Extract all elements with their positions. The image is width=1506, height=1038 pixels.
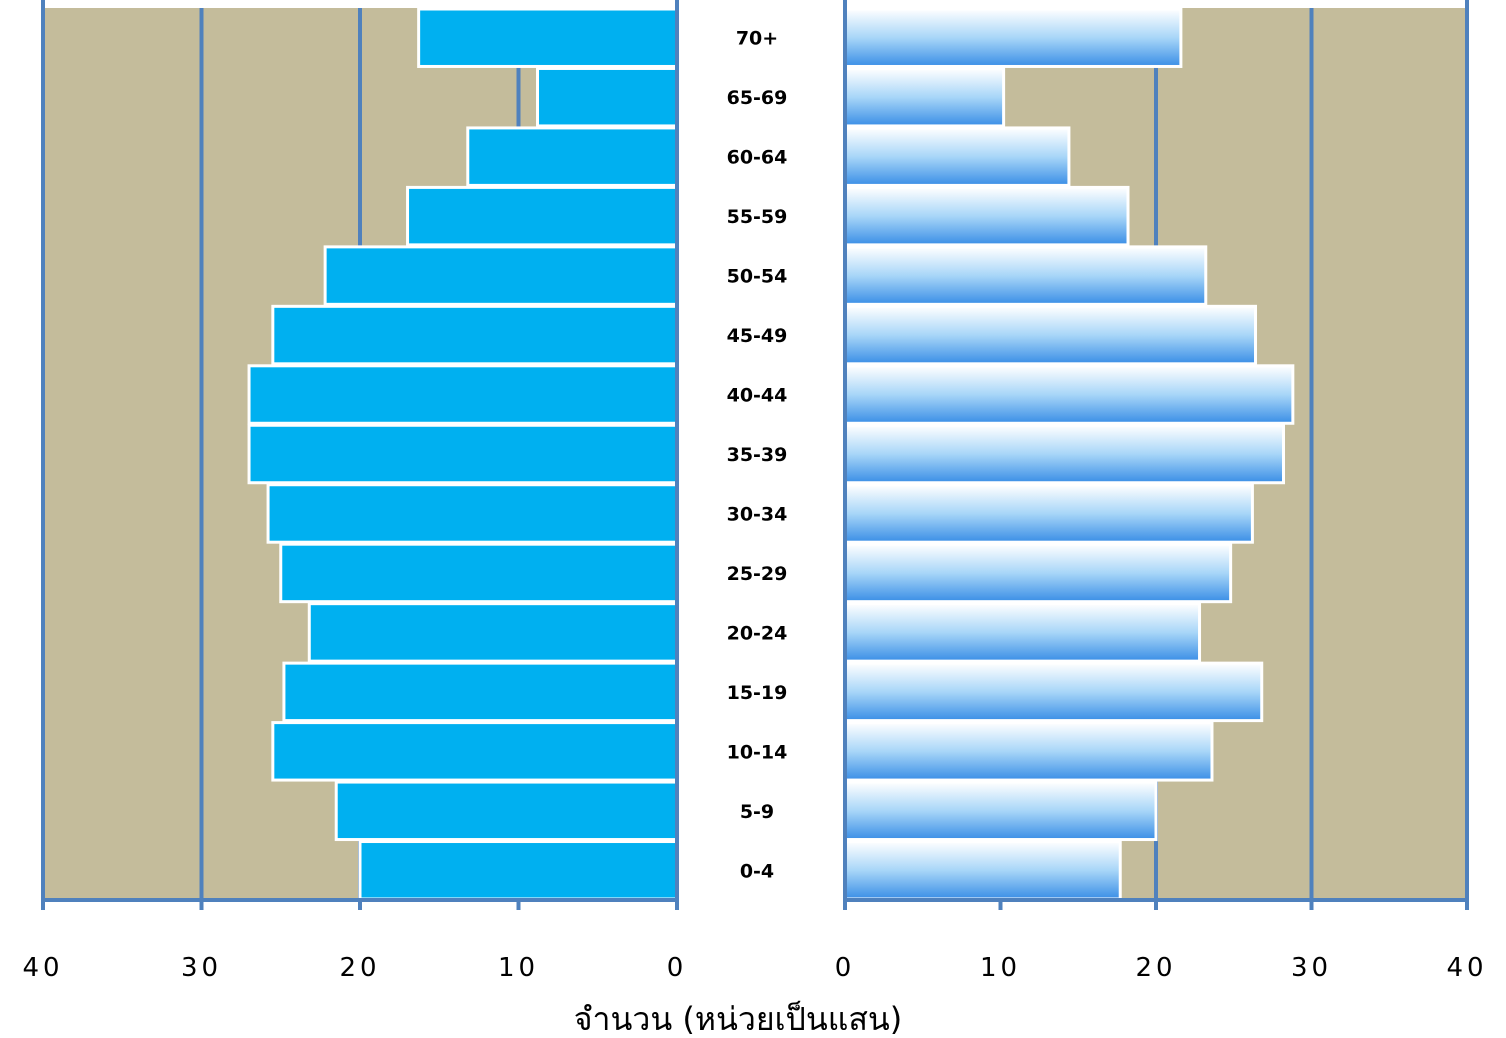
category-label: 0-4 — [740, 860, 774, 882]
x-tick-label: 0 — [667, 953, 688, 983]
category-label: 60-64 — [727, 147, 788, 169]
category-label: 25-29 — [727, 563, 788, 585]
x-tick-label: 30 — [1291, 953, 1332, 983]
right-bar — [843, 126, 1071, 187]
left-bar — [466, 126, 679, 187]
right-bar — [843, 483, 1254, 544]
right-bar — [843, 721, 1214, 782]
left-bar — [536, 66, 679, 128]
left-bar — [417, 7, 679, 68]
category-label: 55-59 — [727, 206, 788, 228]
x-tick-label: 20 — [1135, 953, 1176, 983]
category-label: 30-34 — [727, 503, 788, 525]
right-bar — [843, 661, 1264, 723]
left-bar — [266, 483, 679, 544]
x-tick-label: 20 — [339, 953, 380, 983]
left-bar — [406, 185, 679, 247]
category-label: 40-44 — [727, 385, 788, 407]
right-bar — [843, 364, 1295, 425]
left-bar — [334, 780, 679, 842]
x-tick-labels: 40 30 20 10 0 0 10 20 30 40 — [22, 953, 1487, 983]
category-label: 35-39 — [727, 444, 788, 466]
x-axis-label: จำนวน (หน่วยเป็นแสน) — [574, 1000, 902, 1038]
x-tick-label: 10 — [498, 953, 539, 983]
right-bar — [843, 423, 1286, 485]
right-plot-area — [843, 0, 1469, 910]
category-label: 10-14 — [727, 741, 788, 763]
right-bar — [843, 542, 1233, 604]
right-bar — [843, 66, 1006, 128]
category-label: 5-9 — [740, 801, 774, 823]
category-label: 50-54 — [727, 266, 788, 288]
category-label: 70+ — [736, 28, 778, 50]
category-labels: 0-4 5-9 10-14 15-19 20-24 25-29 30-34 35-39 40-4… — [727, 28, 788, 883]
right-bar — [843, 245, 1208, 306]
right-bar — [843, 7, 1183, 68]
x-tick-label: 0 — [835, 953, 856, 983]
left-bar — [271, 304, 679, 366]
x-tick-label: 30 — [181, 953, 222, 983]
category-label: 20-24 — [727, 622, 788, 644]
x-tick-label: 40 — [1446, 953, 1487, 983]
category-label: 45-49 — [727, 325, 788, 347]
left-bar — [323, 245, 679, 306]
left-bar — [307, 602, 679, 663]
right-bar — [843, 780, 1158, 842]
left-bar — [247, 364, 679, 425]
left-bar — [279, 542, 679, 604]
x-tick-label: 40 — [22, 953, 63, 983]
category-label: 15-19 — [727, 682, 788, 704]
right-bar — [843, 602, 1202, 663]
left-plot-area — [41, 0, 679, 910]
left-bar — [282, 661, 679, 723]
right-bar — [843, 304, 1258, 366]
x-tick-label: 10 — [980, 953, 1021, 983]
right-bar — [843, 185, 1130, 247]
left-bar — [247, 423, 679, 485]
category-label: 65-69 — [727, 87, 788, 109]
left-bar — [358, 840, 679, 901]
left-bar — [271, 721, 679, 782]
right-bar — [843, 840, 1122, 901]
